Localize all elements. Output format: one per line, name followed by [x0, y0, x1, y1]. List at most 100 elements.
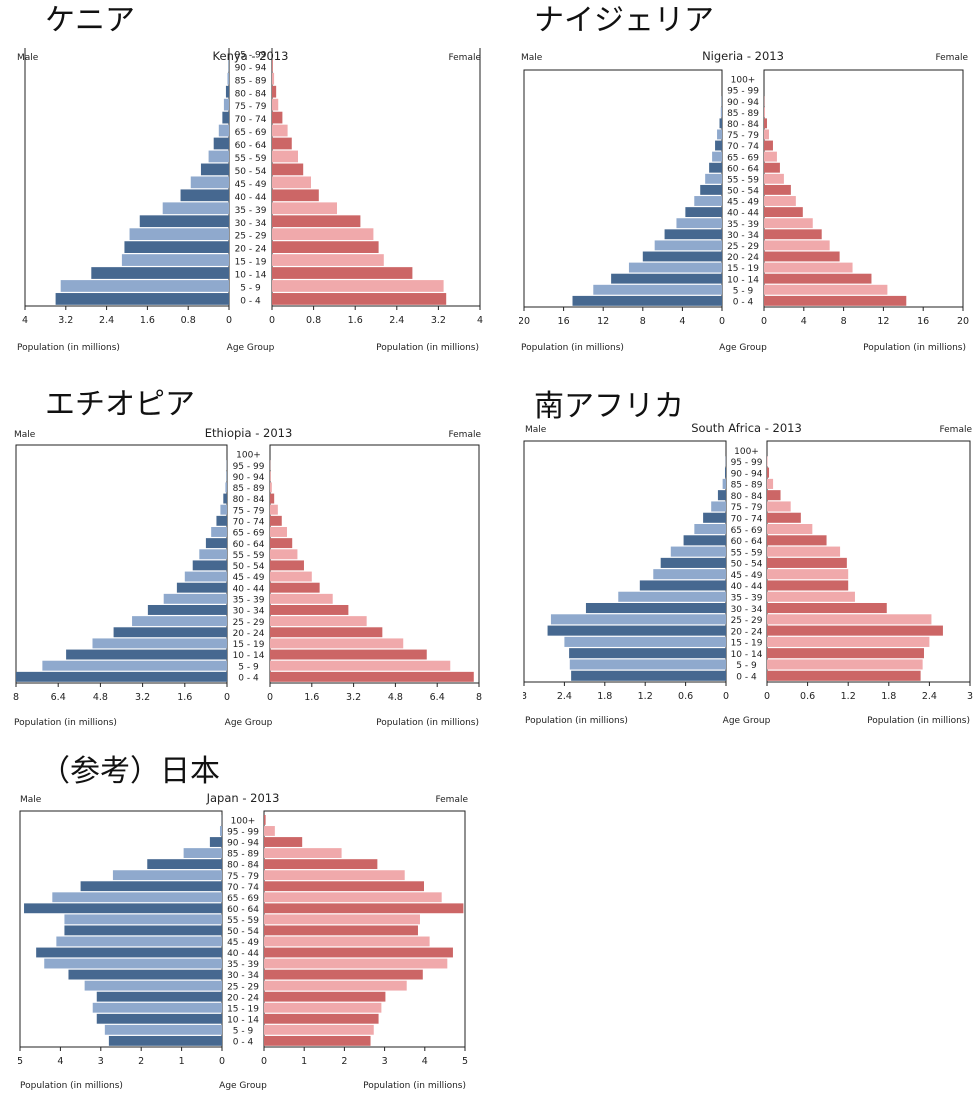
age-group-label: 25 - 29: [727, 242, 759, 252]
female-bar: [767, 535, 827, 546]
female-bar: [764, 284, 888, 295]
x-axis-label: Population (in millions): [20, 1081, 123, 1091]
age-axis-label: Age Group: [723, 716, 771, 726]
female-axis-tick-label: 0: [261, 1056, 267, 1067]
female-bar: [264, 925, 418, 936]
female-bar: [264, 892, 442, 903]
female-bar: [764, 262, 853, 273]
male-bar: [694, 196, 722, 206]
male-bar: [660, 557, 726, 568]
female-axis-tick-label: 16: [917, 316, 929, 327]
age-group-label: 5 - 9: [736, 661, 757, 671]
male-bar: [228, 59, 229, 72]
male-bar: [192, 560, 227, 571]
age-group-label: 20 - 24: [727, 253, 759, 263]
male-axis-tick-label: 4.8: [93, 692, 108, 703]
male-bar: [121, 254, 229, 266]
male-bar: [670, 546, 726, 557]
female-bar: [264, 1013, 379, 1024]
male-bar: [96, 991, 222, 1002]
male-bar: [223, 98, 229, 111]
male-bar: [80, 881, 222, 892]
male-bar: [219, 826, 222, 836]
age-group-label: 95 - 99: [731, 458, 763, 468]
age-group-label: 30 - 34: [731, 605, 763, 615]
age-group-label: 80 - 84: [727, 120, 759, 130]
male-bar: [60, 280, 230, 292]
male-axis-tick-label: 2: [138, 1056, 144, 1067]
age-group-label: 30 - 34: [233, 607, 265, 617]
age-group-label: 50 - 54: [235, 167, 267, 177]
female-bar: [272, 267, 413, 279]
male-axis-tick-label: 3.2: [58, 315, 73, 326]
female-bar: [767, 557, 847, 568]
female-axis-tick-label: 0: [267, 692, 273, 703]
age-group-label: 100+: [231, 817, 256, 827]
female-axis-tick-label: 5: [462, 1056, 468, 1067]
male-label: Male: [17, 53, 39, 63]
male-axis-tick-label: 8: [640, 316, 646, 327]
female-bar: [767, 603, 887, 614]
age-group-label: 15 - 19: [235, 258, 267, 268]
male-bar: [183, 848, 222, 858]
female-bar: [270, 515, 282, 526]
female-bar: [764, 173, 784, 184]
female-axis-tick-label: 0: [764, 691, 770, 702]
age-group-label: 90 - 94: [727, 98, 759, 108]
male-bar: [569, 659, 726, 670]
male-label: Male: [521, 53, 543, 63]
x-axis-label: Population (in millions): [376, 343, 479, 353]
male-axis-tick-label: 0: [224, 692, 230, 703]
male-bar: [96, 1013, 222, 1024]
female-bar: [270, 616, 367, 627]
age-group-label: 15 - 19: [727, 264, 759, 274]
male-bar: [52, 892, 222, 903]
male-bar: [124, 241, 229, 253]
age-group-label: 40 - 44: [727, 209, 759, 219]
male-bar: [42, 660, 227, 671]
male-bar: [68, 969, 222, 980]
age-group-label: 80 - 84: [235, 89, 267, 99]
female-bar: [767, 625, 943, 636]
female-bar: [767, 636, 930, 647]
female-axis-tick-label: 1: [301, 1056, 307, 1067]
male-bar: [628, 262, 722, 273]
age-group-label: 90 - 94: [227, 839, 259, 849]
age-group-label: 15 - 19: [233, 640, 265, 650]
male-bar: [676, 218, 722, 229]
male-axis-tick-label: 1.6: [140, 315, 155, 326]
age-axis-label: Age Group: [227, 343, 275, 353]
male-bar: [717, 490, 726, 501]
female-bar: [270, 482, 272, 493]
female-axis-tick-label: 1.8: [881, 691, 896, 702]
female-axis-tick-label: 4: [477, 315, 483, 326]
male-bar: [618, 591, 726, 602]
female-bar: [264, 936, 430, 947]
male-axis-tick-label: 4: [22, 315, 28, 326]
age-group-label: 85 - 89: [235, 76, 267, 86]
age-group-label: 55 - 59: [235, 154, 267, 164]
x-axis-label: Population (in millions): [521, 343, 624, 353]
male-axis-tick-label: 0: [226, 315, 232, 326]
female-bar: [764, 229, 822, 240]
male-bar: [184, 571, 227, 582]
male-bar: [64, 914, 222, 925]
female-axis-tick-label: 1.6: [304, 692, 319, 703]
male-bar: [64, 925, 222, 936]
female-bar: [264, 903, 464, 914]
female-bar: [264, 815, 266, 825]
male-axis-tick-label: 3: [98, 1056, 104, 1067]
pyramid-chart: Male Ethiopia - 2013 Female 0 - 4 5 - 910 - …: [13, 426, 482, 728]
age-group-label: 30 - 34: [727, 231, 759, 241]
age-group-label: 60 - 64: [727, 164, 759, 174]
male-axis-tick-label: 0: [719, 316, 725, 327]
age-group-label: 95 - 99: [727, 87, 759, 97]
male-bar: [92, 638, 227, 649]
age-group-label: 55 - 59: [227, 916, 259, 926]
male-axis-tick-label: 1.6: [177, 692, 192, 703]
female-label: Female: [935, 53, 968, 63]
female-bar: [264, 1035, 371, 1046]
age-group-label: 40 - 44: [235, 193, 267, 203]
female-bar: [272, 293, 447, 305]
country-heading: ナイジェリア: [534, 3, 714, 38]
